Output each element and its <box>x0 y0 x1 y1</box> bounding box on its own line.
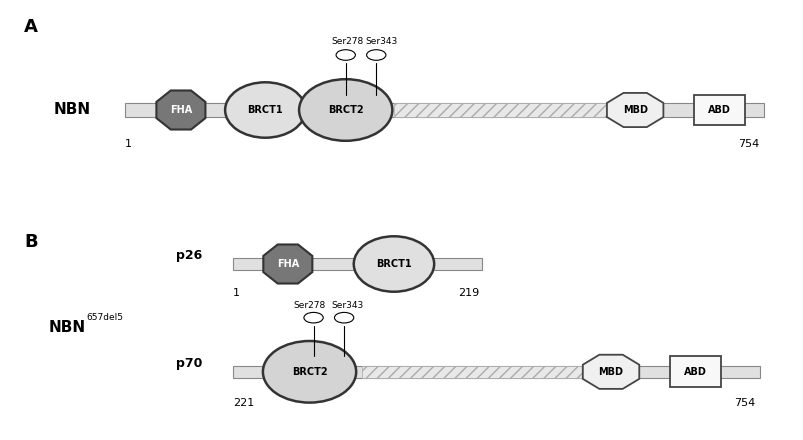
Text: NBN: NBN <box>48 320 85 335</box>
Text: A: A <box>24 18 38 36</box>
Text: 754: 754 <box>734 398 755 408</box>
Text: B: B <box>24 233 38 251</box>
Text: Ser278: Ser278 <box>293 301 325 310</box>
FancyBboxPatch shape <box>233 366 759 378</box>
Text: NBN: NBN <box>54 103 91 117</box>
Text: 221: 221 <box>233 398 254 408</box>
Text: BRCT1: BRCT1 <box>247 105 283 115</box>
Text: Ser278: Ser278 <box>331 37 363 46</box>
Polygon shape <box>582 355 638 389</box>
Text: p70: p70 <box>176 356 202 370</box>
Polygon shape <box>263 245 312 283</box>
Circle shape <box>304 312 323 323</box>
FancyBboxPatch shape <box>693 95 744 125</box>
Circle shape <box>334 312 353 323</box>
Text: Ser343: Ser343 <box>331 301 363 310</box>
Ellipse shape <box>299 79 392 141</box>
Text: 754: 754 <box>738 139 759 149</box>
Text: 1: 1 <box>124 139 132 149</box>
Text: BRCT1: BRCT1 <box>376 259 411 269</box>
FancyBboxPatch shape <box>393 103 610 117</box>
FancyBboxPatch shape <box>669 356 720 387</box>
Text: 219: 219 <box>458 288 479 298</box>
Text: MBD: MBD <box>622 105 647 115</box>
Ellipse shape <box>353 236 434 292</box>
Text: MBD: MBD <box>597 367 623 377</box>
FancyBboxPatch shape <box>233 258 482 270</box>
Text: ABD: ABD <box>707 105 730 115</box>
Ellipse shape <box>225 82 305 138</box>
Text: FHA: FHA <box>276 259 299 269</box>
Text: 1: 1 <box>233 288 240 298</box>
FancyBboxPatch shape <box>361 366 586 378</box>
Text: p26: p26 <box>176 249 202 262</box>
Text: ABD: ABD <box>683 367 706 377</box>
Ellipse shape <box>263 341 356 403</box>
Polygon shape <box>157 91 205 129</box>
Text: BRCT2: BRCT2 <box>291 367 327 377</box>
Text: Ser343: Ser343 <box>365 37 397 46</box>
Circle shape <box>336 50 355 60</box>
Text: BRCT2: BRCT2 <box>328 105 363 115</box>
FancyBboxPatch shape <box>124 103 763 117</box>
Text: 657del5: 657del5 <box>87 313 124 322</box>
Polygon shape <box>606 93 662 127</box>
Circle shape <box>366 50 385 60</box>
Text: FHA: FHA <box>169 105 192 115</box>
